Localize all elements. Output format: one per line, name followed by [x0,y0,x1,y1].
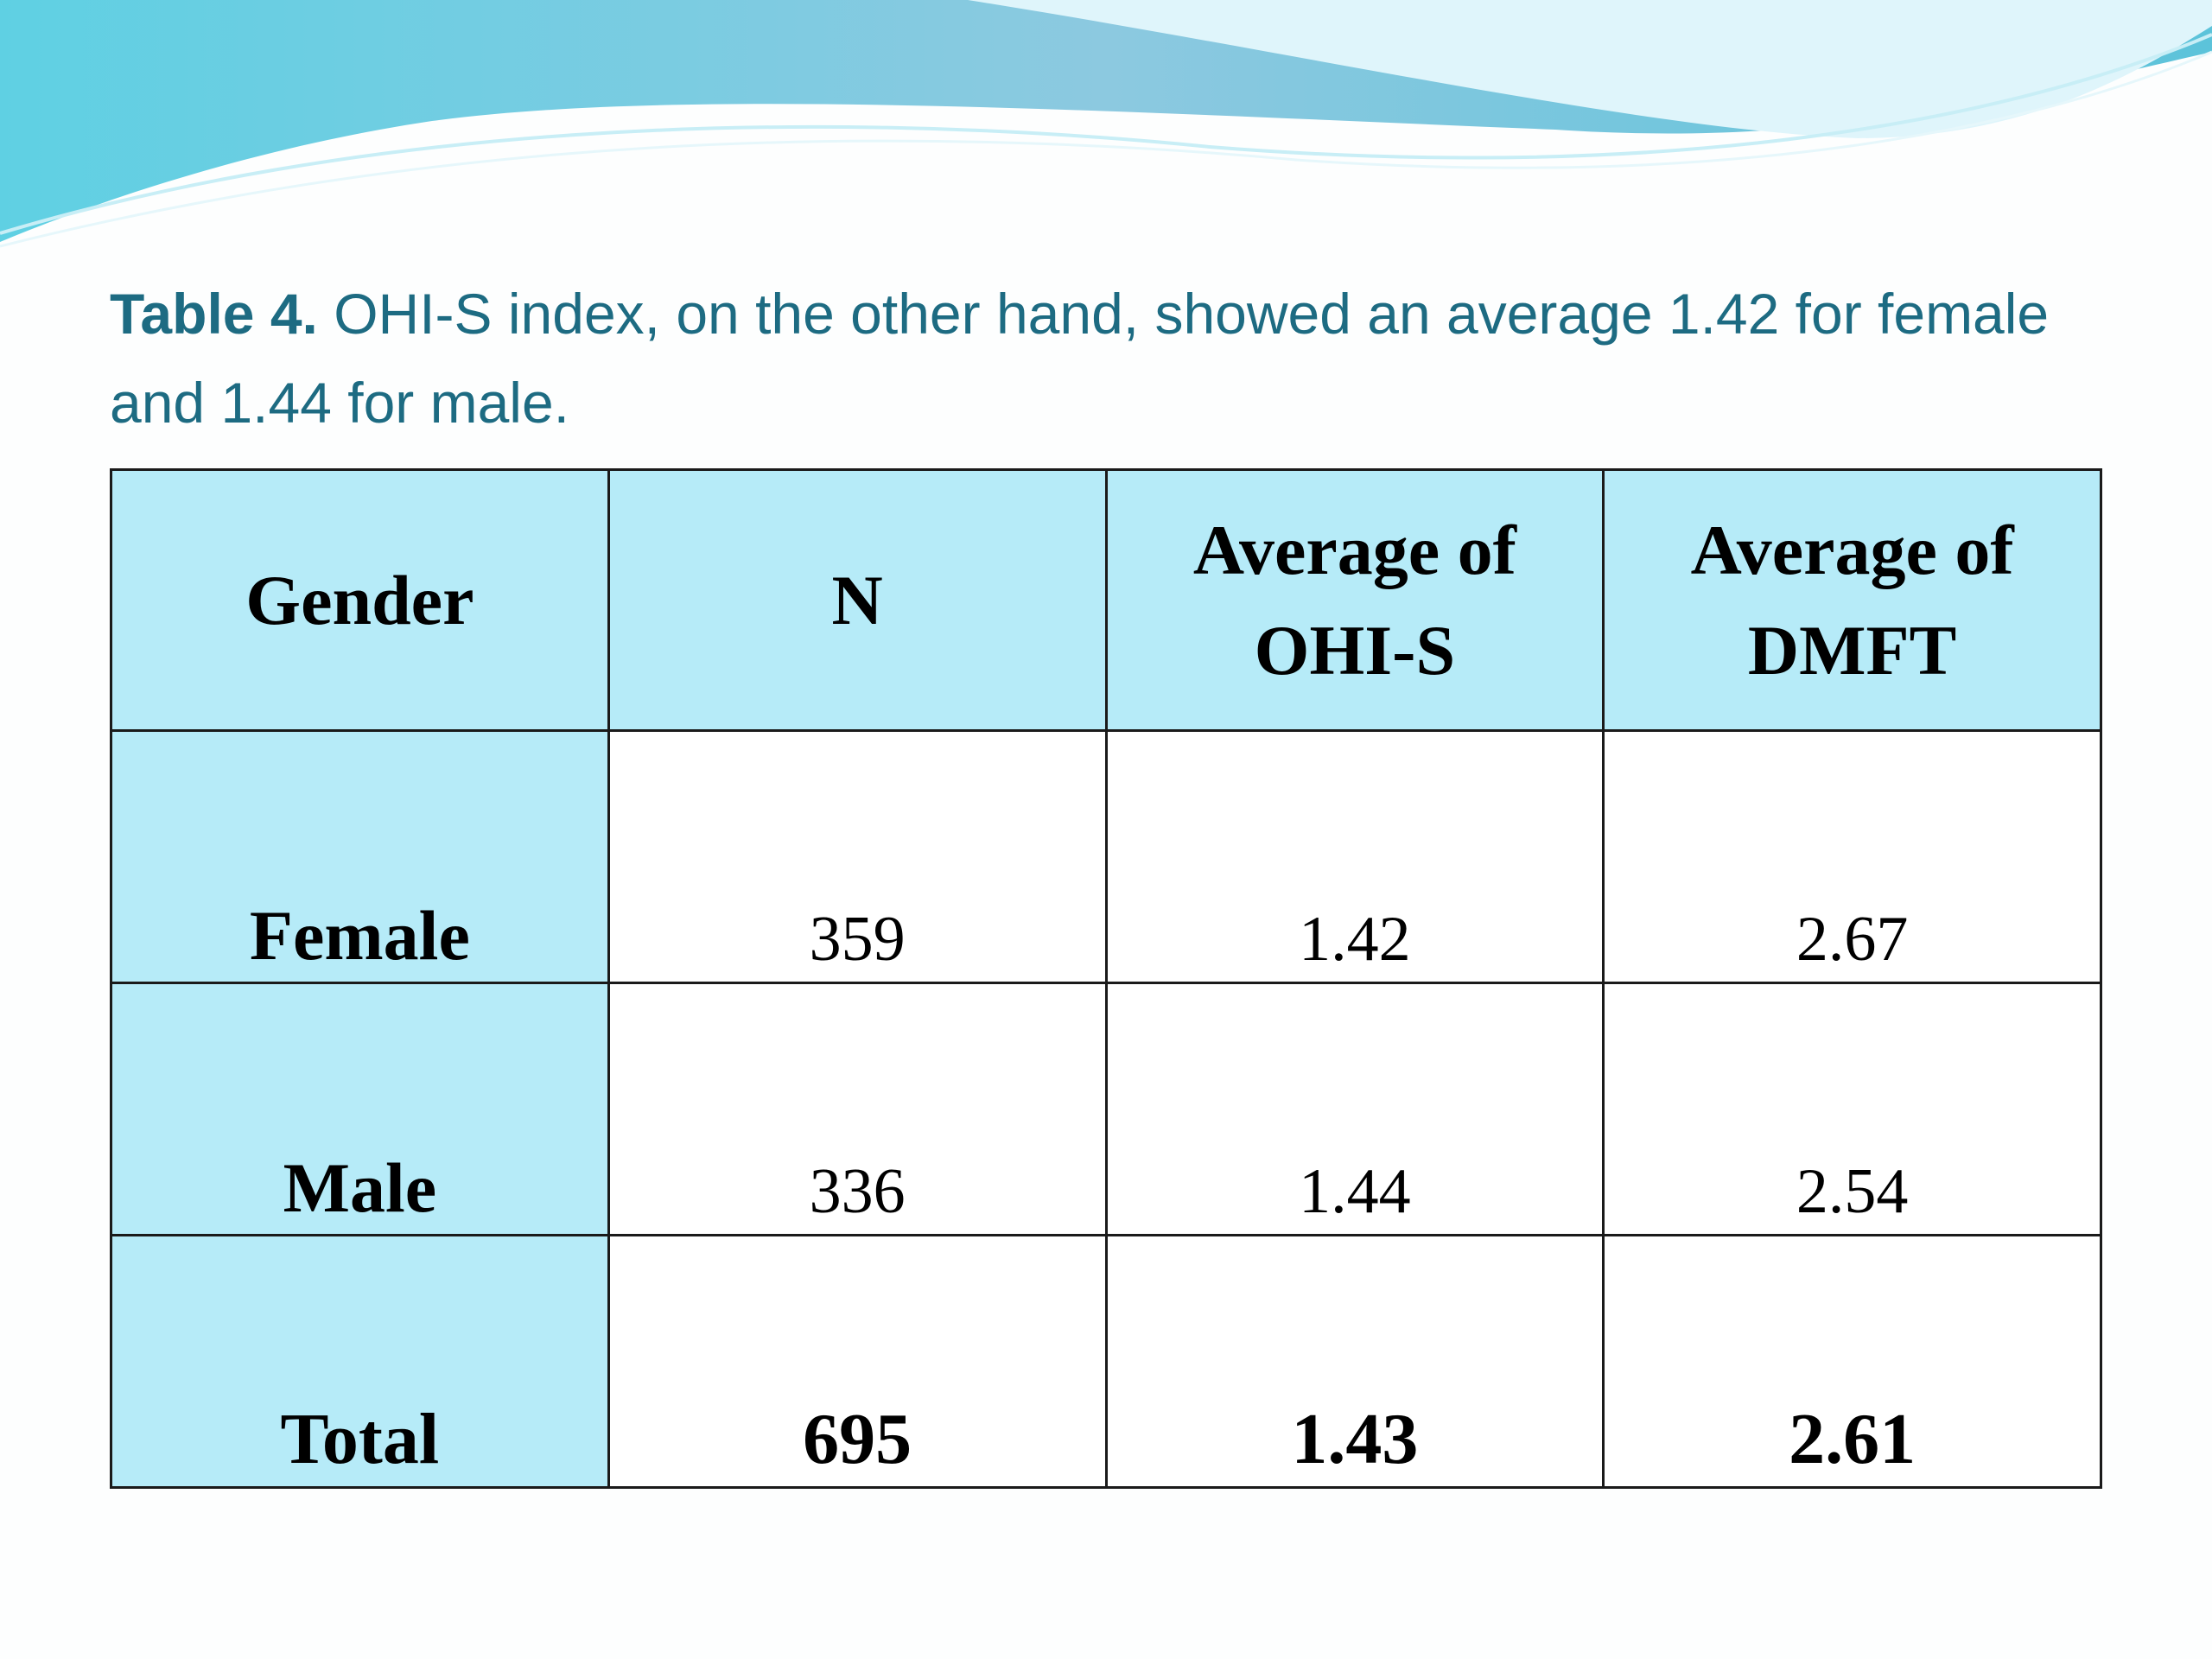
header-cell: N [607,468,1108,732]
header-cell: Average of DMFT [1602,468,2102,732]
row-label: Female [110,729,610,984]
cell: 2.54 [1602,982,2102,1236]
row-label: Total [110,1234,610,1489]
cell: 1.42 [1104,729,1605,984]
cell: 695 [607,1234,1108,1489]
wave-line [0,50,2212,248]
caption-text: OHI-S index, on the other hand, showed a… [110,282,2081,435]
table-row: Male 336 1.44 2.54 [110,982,2102,1236]
table-row: Total 695 1.43 2.61 [110,1234,2102,1489]
caption: Table 4. OHI-S index, on the other hand,… [110,270,2097,448]
cell: 336 [607,982,1108,1236]
table: Gender N Average of OHI-S Average of DMFT F… [110,468,2102,1489]
cell: 1.44 [1104,982,1605,1236]
header-cell: Average of OHI-S [1104,468,1605,732]
table-row: Female 359 1.42 2.67 [110,729,2102,984]
wave-line [0,33,2212,235]
table-body: Female 359 1.42 2.67 Male 336 1.44 2.54 Total 695… [110,729,2102,1489]
cell: 359 [607,729,1108,984]
wave-light [968,0,2212,138]
caption-label: Table 4. [110,282,318,346]
cell: 2.61 [1602,1234,2102,1489]
decoration [0,0,2212,248]
header-cell: Gender [110,468,610,732]
cell: 2.67 [1602,729,2102,984]
header-row: Gender N Average of OHI-S Average of DMFT [110,468,2102,732]
row-label: Male [110,982,610,1236]
cell: 1.43 [1104,1234,1605,1489]
